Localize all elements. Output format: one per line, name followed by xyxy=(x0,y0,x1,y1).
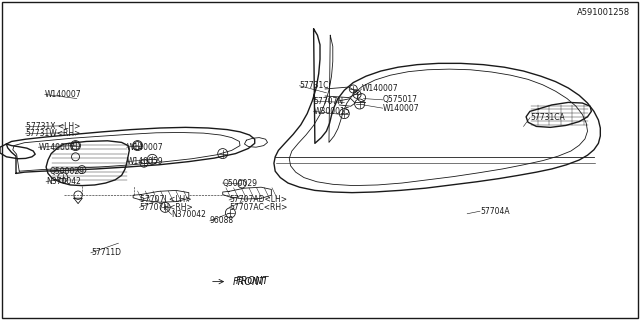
Text: 57707AC<RH>: 57707AC<RH> xyxy=(229,203,287,212)
Text: N370042: N370042 xyxy=(46,177,81,186)
Text: 57707I <LH>: 57707I <LH> xyxy=(140,196,191,204)
Text: 57731X <LH>: 57731X <LH> xyxy=(26,122,80,131)
Text: 57731W<RH>: 57731W<RH> xyxy=(26,129,81,138)
Text: FRONT: FRONT xyxy=(236,276,269,286)
Text: W140007: W140007 xyxy=(362,84,398,93)
Text: 96088: 96088 xyxy=(210,216,234,225)
Text: 57704A: 57704A xyxy=(480,207,509,216)
Text: W140007: W140007 xyxy=(127,143,163,152)
Text: 57731C: 57731C xyxy=(300,81,329,90)
Text: W140007: W140007 xyxy=(383,104,419,113)
Text: N370042: N370042 xyxy=(172,210,206,219)
Text: W300015: W300015 xyxy=(314,107,350,116)
Text: FRONT: FRONT xyxy=(233,276,266,287)
Text: W140007: W140007 xyxy=(38,143,75,152)
Text: 57707N: 57707N xyxy=(314,97,344,106)
Text: Q500029: Q500029 xyxy=(223,179,258,188)
Text: W140007: W140007 xyxy=(45,90,81,99)
Text: A591001258: A591001258 xyxy=(577,8,630,17)
Text: Q575017: Q575017 xyxy=(383,95,418,104)
Text: W140059: W140059 xyxy=(127,157,163,166)
Text: 57711D: 57711D xyxy=(91,248,121,257)
Text: 57731CA: 57731CA xyxy=(530,113,564,122)
Text: Q500029: Q500029 xyxy=(50,167,85,176)
Text: 57707AD<LH>: 57707AD<LH> xyxy=(229,196,287,204)
Text: 57707H<RH>: 57707H<RH> xyxy=(140,203,193,212)
